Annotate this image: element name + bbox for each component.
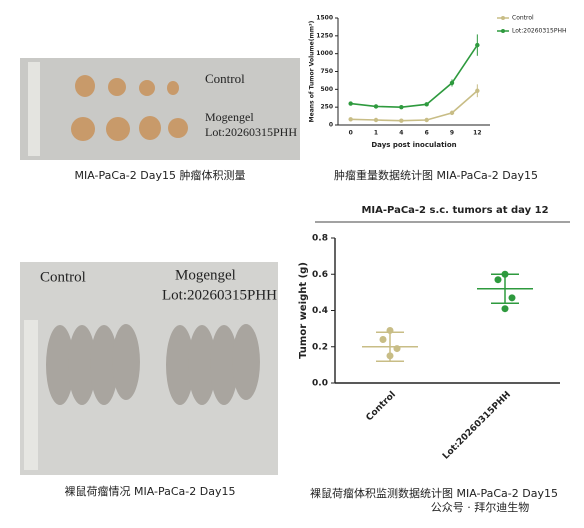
- photo-bg: [20, 58, 300, 160]
- mice: [46, 324, 260, 405]
- point: [424, 117, 429, 123]
- y-tick-label: 0.4: [312, 306, 328, 316]
- point: [393, 345, 401, 353]
- photo-label: Control: [40, 269, 86, 285]
- y-tick-label: 1500: [316, 15, 333, 22]
- photo-mice: Control Mogengel Lot:20260315PHH: [20, 262, 278, 475]
- point: [379, 336, 387, 343]
- x-tick-label: 4: [399, 130, 403, 137]
- point: [501, 270, 509, 278]
- point: [449, 110, 455, 116]
- x-tick-label: 0: [349, 130, 353, 137]
- point: [424, 102, 429, 107]
- x-tick-label: 1: [374, 130, 378, 137]
- x-tick-label: Control: [365, 390, 398, 423]
- point: [399, 118, 404, 123]
- point: [399, 104, 404, 110]
- caption: 裸鼠荷瘤体积监测数据统计图 MIA-PaCa-2 Day15: [310, 486, 558, 500]
- point: [475, 88, 480, 93]
- x-tick-label: 6: [425, 130, 429, 137]
- legend-marker: [501, 16, 505, 20]
- x-tick-label: 12: [473, 130, 481, 137]
- y-tick-label: 750: [320, 68, 333, 75]
- point: [449, 80, 455, 86]
- x-axis-label: Days post inoculation: [371, 141, 456, 149]
- point: [373, 104, 379, 109]
- point: [508, 294, 516, 302]
- y-tick-label: 500: [320, 86, 333, 93]
- point: [348, 117, 353, 122]
- y-tick-label: 0.0: [312, 379, 328, 389]
- caption: 裸鼠荷瘤情况 MIA-PaCa-2 Day15: [65, 484, 236, 498]
- chart-title: MIA-PaCa-2 s.c. tumors at day 12: [361, 205, 548, 216]
- photo-label: Mogengel: [205, 110, 254, 124]
- watermark: 公众号 · 拜尔迪生物: [431, 500, 530, 514]
- photo-label: Control: [205, 71, 245, 86]
- photo-tumors: Control Mogengel Lot:20260315PHH: [20, 58, 300, 160]
- point: [475, 42, 480, 48]
- line: [350, 44, 478, 108]
- photo-label: Lot:20260315PHH: [162, 287, 277, 303]
- point: [386, 326, 394, 334]
- point: [373, 117, 379, 123]
- y-tick-label: 1250: [316, 32, 333, 39]
- ruler: [28, 62, 40, 156]
- caption: 肿瘤重量数据统计图 MIA-PaCa-2 Day15: [334, 168, 538, 182]
- ruler: [24, 320, 38, 470]
- photo-label: Mogengel: [175, 267, 236, 283]
- y-tick-label: 0.6: [312, 270, 328, 280]
- photo-label: Lot:20260315PHH: [205, 125, 297, 139]
- point: [348, 101, 353, 106]
- point: [386, 352, 394, 360]
- y-tick-label: 0.8: [312, 234, 328, 244]
- y-axis-label: Means of Tumor Volume(mm³): [309, 20, 316, 122]
- point: [494, 276, 502, 284]
- legend-label: Control: [512, 15, 534, 22]
- caption: MIA-PaCa-2 Day15 肿瘤体积测量: [75, 168, 246, 182]
- y-tick-label: 0.2: [312, 342, 328, 352]
- y-tick-label: 1000: [316, 50, 333, 57]
- y-tick-label: 0: [329, 122, 333, 129]
- legend-marker: [501, 29, 505, 33]
- y-axis-label: Tumor weight (g): [298, 262, 309, 359]
- tumors: [71, 75, 188, 141]
- point: [501, 305, 509, 313]
- y-tick-label: 250: [320, 104, 333, 111]
- x-tick-label: 9: [450, 130, 454, 137]
- x-tick-label: Lot:20260315PHH: [441, 390, 513, 462]
- line: [350, 90, 478, 122]
- legend-label: Lot:20260315PHH: [512, 28, 566, 35]
